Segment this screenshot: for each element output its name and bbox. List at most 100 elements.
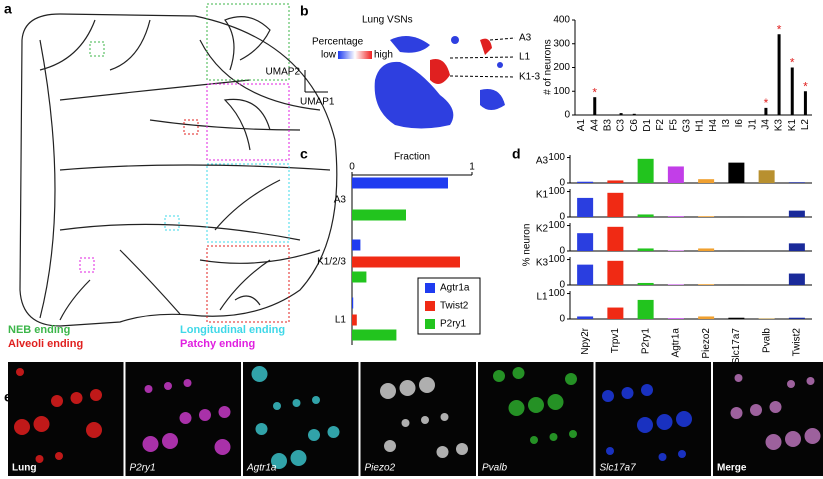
channel-label: Slc17a7	[600, 463, 637, 474]
bar	[698, 248, 715, 251]
x-tick-label: Pvalb	[761, 328, 772, 353]
cell	[528, 397, 544, 413]
bar	[577, 316, 594, 319]
cell	[312, 396, 320, 404]
bar	[788, 182, 805, 183]
cluster-label: A3	[519, 33, 532, 44]
cell	[90, 389, 102, 401]
x-tick-label: D1	[642, 119, 653, 132]
y-tick-label: 100	[548, 186, 565, 197]
y-tick-label: 0	[559, 178, 565, 189]
panel-label: c	[300, 146, 308, 162]
cell	[549, 433, 558, 441]
x-tick-label: Trpv1	[610, 328, 621, 354]
cell	[292, 399, 301, 407]
cell	[179, 412, 192, 424]
x-tick-label: 0	[349, 162, 355, 173]
bar	[607, 307, 624, 319]
y-tick-label: A3	[334, 195, 347, 206]
cell	[51, 395, 63, 407]
micrograph	[595, 362, 711, 476]
legend-swatch	[425, 301, 435, 311]
scale-title: Percentage	[312, 37, 364, 48]
facet-label: K3	[536, 258, 549, 269]
umap-title: Lung VSNs	[362, 15, 413, 26]
bar	[352, 256, 460, 268]
bar	[607, 226, 624, 251]
channel-label: Merge	[717, 463, 747, 474]
bar	[667, 250, 684, 251]
y-axis-label: % neuron	[522, 224, 533, 267]
cell	[658, 453, 667, 461]
cell	[512, 367, 525, 379]
bar	[788, 273, 805, 285]
bar	[352, 297, 354, 309]
cell	[16, 368, 24, 376]
legend-label: P2ry1	[440, 319, 467, 330]
cell	[199, 409, 211, 421]
bar	[667, 284, 684, 285]
y-tick-label: L1	[335, 315, 347, 326]
y-tick-label: K1/2/3	[317, 257, 346, 268]
bar	[607, 260, 624, 285]
facet-label: K1	[536, 190, 549, 201]
cell	[641, 384, 653, 396]
cell	[251, 366, 268, 382]
cell	[565, 373, 577, 385]
bar	[637, 158, 654, 183]
channel-label: Piezo2	[365, 463, 396, 474]
bar	[577, 181, 594, 183]
bar	[790, 67, 794, 115]
bar	[352, 329, 397, 341]
cell	[765, 434, 782, 450]
bar	[758, 318, 775, 319]
cell	[730, 407, 743, 419]
axis-label: UMAP1	[300, 97, 335, 108]
cell	[456, 443, 468, 455]
axis-label: UMAP2	[266, 67, 301, 78]
y-axis-label: # of neurons	[543, 39, 554, 95]
cell	[380, 383, 396, 399]
cell	[55, 452, 63, 460]
channel-label: P2ry1	[130, 463, 156, 474]
channel-label: Pvalb	[482, 463, 507, 474]
cell	[621, 387, 634, 399]
bar	[352, 271, 367, 283]
y-tick-label: 300	[553, 38, 570, 49]
cell	[569, 430, 577, 438]
legend-label: Twist2	[440, 301, 469, 312]
bar	[607, 180, 624, 183]
bar	[577, 264, 594, 285]
legend-swatch	[425, 319, 435, 329]
bar	[352, 209, 406, 221]
x-tick-label: Npy2r	[580, 327, 591, 354]
bar	[728, 162, 745, 183]
x-tick-label: J4	[761, 119, 772, 130]
y-tick-label: 100	[553, 86, 570, 97]
bar	[619, 113, 623, 115]
legend-box	[417, 277, 481, 335]
bar	[758, 170, 775, 183]
legend-swatch	[425, 283, 435, 293]
cell	[676, 411, 692, 427]
micrographs: Lung P2ry1 Agtr1a Piezo2 Pvalb Slc17a7 Merge	[8, 362, 823, 476]
x-tick-label: L2	[800, 119, 811, 131]
star: *	[777, 22, 782, 36]
x-tick-label: I3	[721, 119, 732, 128]
x-tick-label: H1	[695, 119, 706, 132]
panel-label: a	[4, 1, 12, 17]
bar	[607, 192, 624, 217]
bar	[577, 233, 594, 251]
cell	[785, 431, 801, 447]
micrograph	[360, 362, 476, 476]
bar	[667, 166, 684, 183]
lung-sketch	[19, 3, 338, 327]
x-tick-label: I6	[734, 119, 745, 128]
y-tick-label: 200	[553, 62, 570, 73]
bar	[637, 214, 654, 217]
cell	[508, 400, 525, 416]
cell	[308, 429, 320, 441]
cluster-label: L1	[519, 52, 531, 63]
cell	[419, 377, 435, 393]
